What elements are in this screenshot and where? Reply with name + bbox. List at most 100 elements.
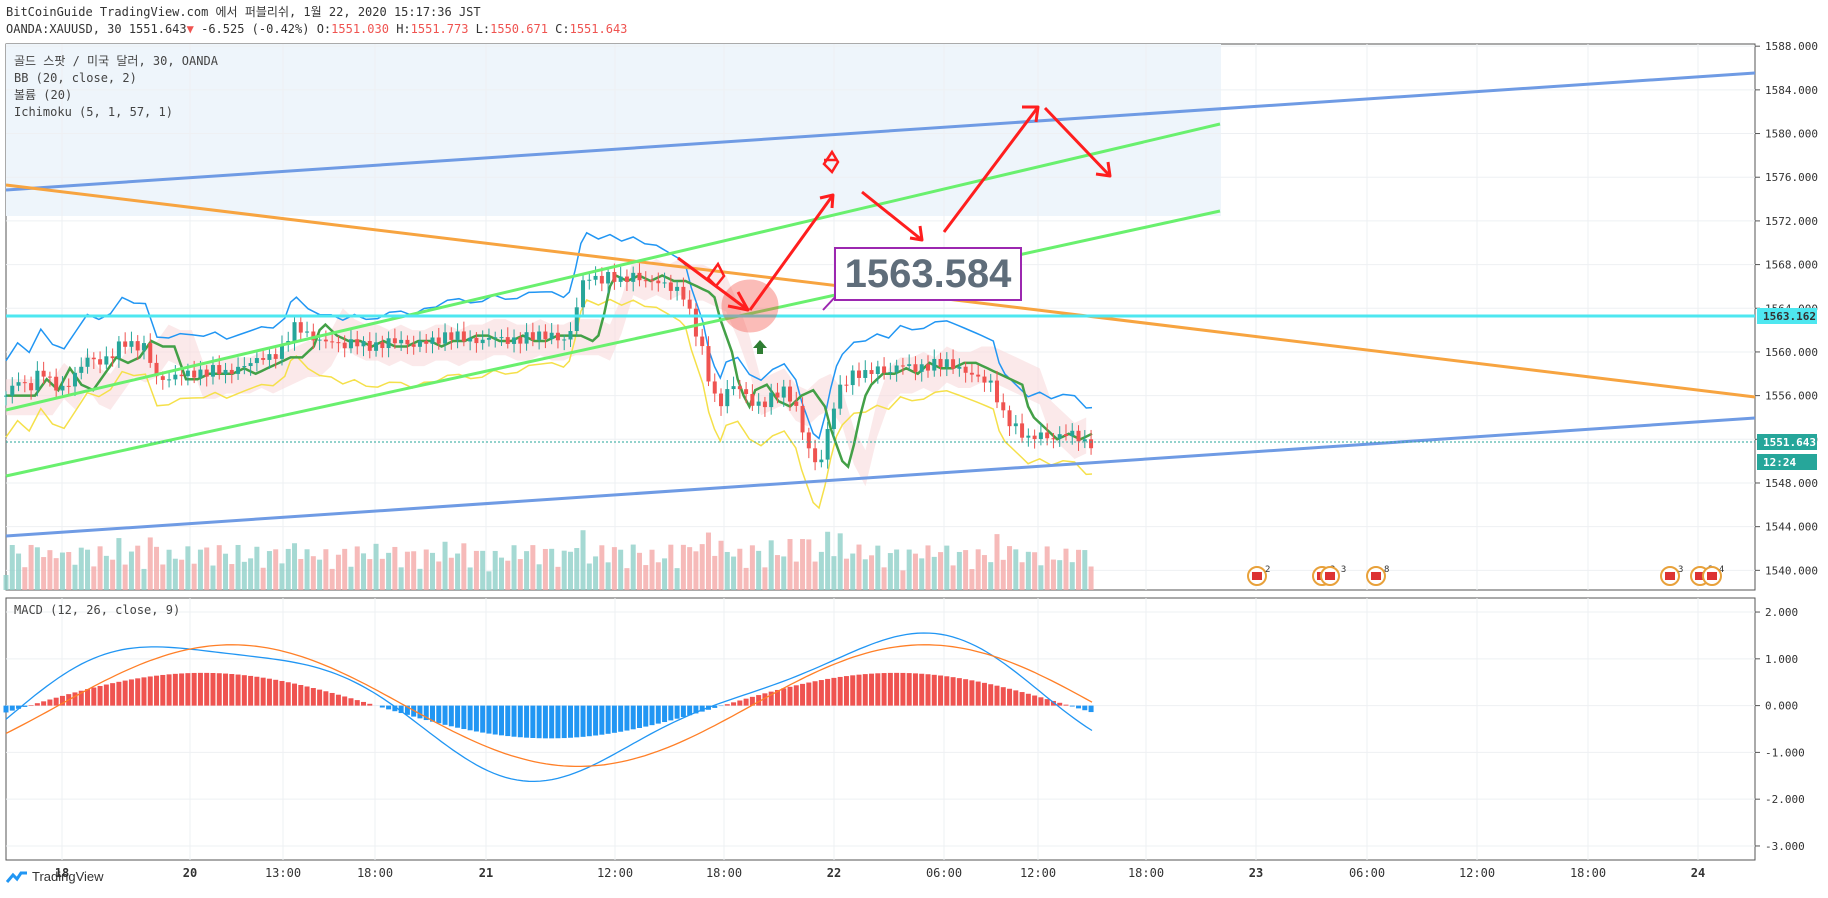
macd-histogram-bar bbox=[925, 674, 931, 706]
volume-bar bbox=[925, 545, 931, 590]
down-arrow-icon: ▼ bbox=[186, 22, 194, 36]
volume-bar bbox=[373, 543, 379, 590]
bb-basis bbox=[6, 273, 1093, 469]
legend-volume[interactable]: 볼륨 (20) bbox=[14, 88, 73, 102]
volume-bar bbox=[85, 549, 91, 590]
arrow-down-2-head bbox=[909, 225, 924, 242]
volume-bar bbox=[235, 544, 241, 590]
volume-bar bbox=[887, 553, 893, 590]
candle-body bbox=[1051, 438, 1056, 440]
candle-body bbox=[443, 332, 448, 344]
candle-body bbox=[662, 282, 667, 284]
volume-bar bbox=[160, 564, 166, 590]
candle-body bbox=[555, 332, 560, 341]
bb-upper bbox=[5, 231, 1093, 440]
legend-title[interactable]: 골드 스팟 / 미국 달러, 30, OANDA bbox=[14, 54, 218, 68]
macd-histogram-bar bbox=[555, 705, 561, 739]
candle-body bbox=[756, 401, 761, 406]
volume-bar bbox=[749, 545, 755, 590]
volume-bar bbox=[931, 556, 937, 590]
macd-histogram-bar bbox=[128, 679, 134, 706]
volume-bar bbox=[856, 544, 862, 590]
volume-bar bbox=[912, 553, 918, 590]
volume-bar bbox=[16, 553, 22, 590]
macd-histogram-bar bbox=[53, 697, 59, 706]
arrow-down-3 bbox=[1043, 106, 1112, 178]
macd-tick-label: 1.000 bbox=[1765, 653, 1798, 666]
volume-bar bbox=[599, 545, 605, 590]
candle-body bbox=[919, 364, 924, 372]
volume-bar bbox=[486, 571, 492, 590]
volume-bar bbox=[956, 551, 962, 590]
macd-histogram-bar bbox=[185, 673, 191, 706]
candle-body bbox=[367, 340, 372, 351]
volume-bar bbox=[216, 545, 222, 590]
price-tick-label: 1540.000 bbox=[1765, 564, 1818, 577]
candle-body bbox=[1082, 439, 1087, 442]
candle-body bbox=[323, 339, 328, 342]
candle-body bbox=[650, 280, 655, 282]
volume-bar bbox=[304, 549, 310, 590]
candle-body bbox=[468, 337, 473, 342]
macd-histogram-bar bbox=[254, 676, 260, 706]
macd-histogram-bar bbox=[1025, 693, 1031, 706]
price-tick-label: 1576.000 bbox=[1765, 171, 1818, 184]
candle-body bbox=[900, 365, 905, 367]
volume-bar bbox=[756, 550, 762, 590]
legend-ichimoku[interactable]: Ichimoku (5, 1, 57, 1) bbox=[14, 105, 173, 119]
candle-body bbox=[831, 408, 836, 430]
candle-body bbox=[737, 386, 742, 390]
candle-body bbox=[54, 376, 59, 391]
volume-bar bbox=[561, 550, 567, 590]
volume-bar bbox=[28, 544, 34, 590]
macd-histogram-bar bbox=[931, 674, 937, 706]
macd-histogram-bar bbox=[430, 705, 436, 722]
price-tick-label: 1544.000 bbox=[1765, 521, 1818, 534]
macd-histogram-bar bbox=[731, 702, 737, 706]
macd-histogram-bar bbox=[542, 705, 548, 739]
macd-histogram-bar bbox=[34, 703, 40, 706]
legend-bb[interactable]: BB (20, close, 2) bbox=[14, 71, 137, 85]
candle-body bbox=[1063, 434, 1068, 437]
volume-bar bbox=[110, 559, 116, 590]
macd-histogram-bar bbox=[492, 705, 498, 735]
macd-histogram-bar bbox=[837, 676, 843, 706]
trend-blue-upper bbox=[5, 71, 1756, 192]
ohlc-line: OANDA:XAUUSD, 30 1551.643▼ -6.525 (-0.42… bbox=[6, 21, 627, 38]
open-value: 1551.030 bbox=[331, 22, 389, 36]
macd-histogram-bar bbox=[1038, 697, 1044, 706]
macd-histogram-bar bbox=[448, 705, 454, 727]
candle-body bbox=[499, 337, 504, 339]
price-tick-label: 1580.000 bbox=[1765, 128, 1818, 141]
volume-bar bbox=[605, 562, 611, 590]
volume-bar bbox=[191, 563, 197, 590]
volume-bar bbox=[768, 540, 774, 590]
candle-body bbox=[806, 432, 811, 449]
candle-body bbox=[882, 366, 887, 373]
macd-legend[interactable]: MACD (12, 26, close, 9) bbox=[14, 603, 181, 617]
candle-body bbox=[719, 393, 724, 407]
flag-icon bbox=[1665, 572, 1675, 580]
candle-body bbox=[267, 354, 272, 360]
candle-body bbox=[380, 342, 385, 349]
volume-bar bbox=[825, 531, 831, 590]
macd-histogram-bar bbox=[693, 705, 699, 714]
macd-histogram-bar bbox=[524, 705, 530, 738]
macd-histogram-bar bbox=[774, 689, 780, 706]
bb-lower bbox=[5, 298, 1093, 510]
candle-body bbox=[706, 346, 711, 382]
volume-bar bbox=[467, 567, 473, 590]
macd-histogram-bar bbox=[605, 705, 611, 734]
macd-histogram-bar bbox=[850, 675, 856, 706]
macd-histogram-bar bbox=[342, 696, 348, 706]
macd-histogram-bar bbox=[285, 682, 291, 706]
arrow-up-1 bbox=[748, 194, 835, 311]
macd-histogram-bar bbox=[47, 699, 53, 706]
tradingview-logo-icon bbox=[6, 871, 27, 883]
volume-bar bbox=[417, 568, 423, 590]
volume-bar bbox=[643, 565, 649, 590]
candle-body bbox=[405, 339, 410, 345]
macd-histogram-bar bbox=[511, 705, 517, 737]
macd-histogram-bar bbox=[662, 705, 668, 723]
